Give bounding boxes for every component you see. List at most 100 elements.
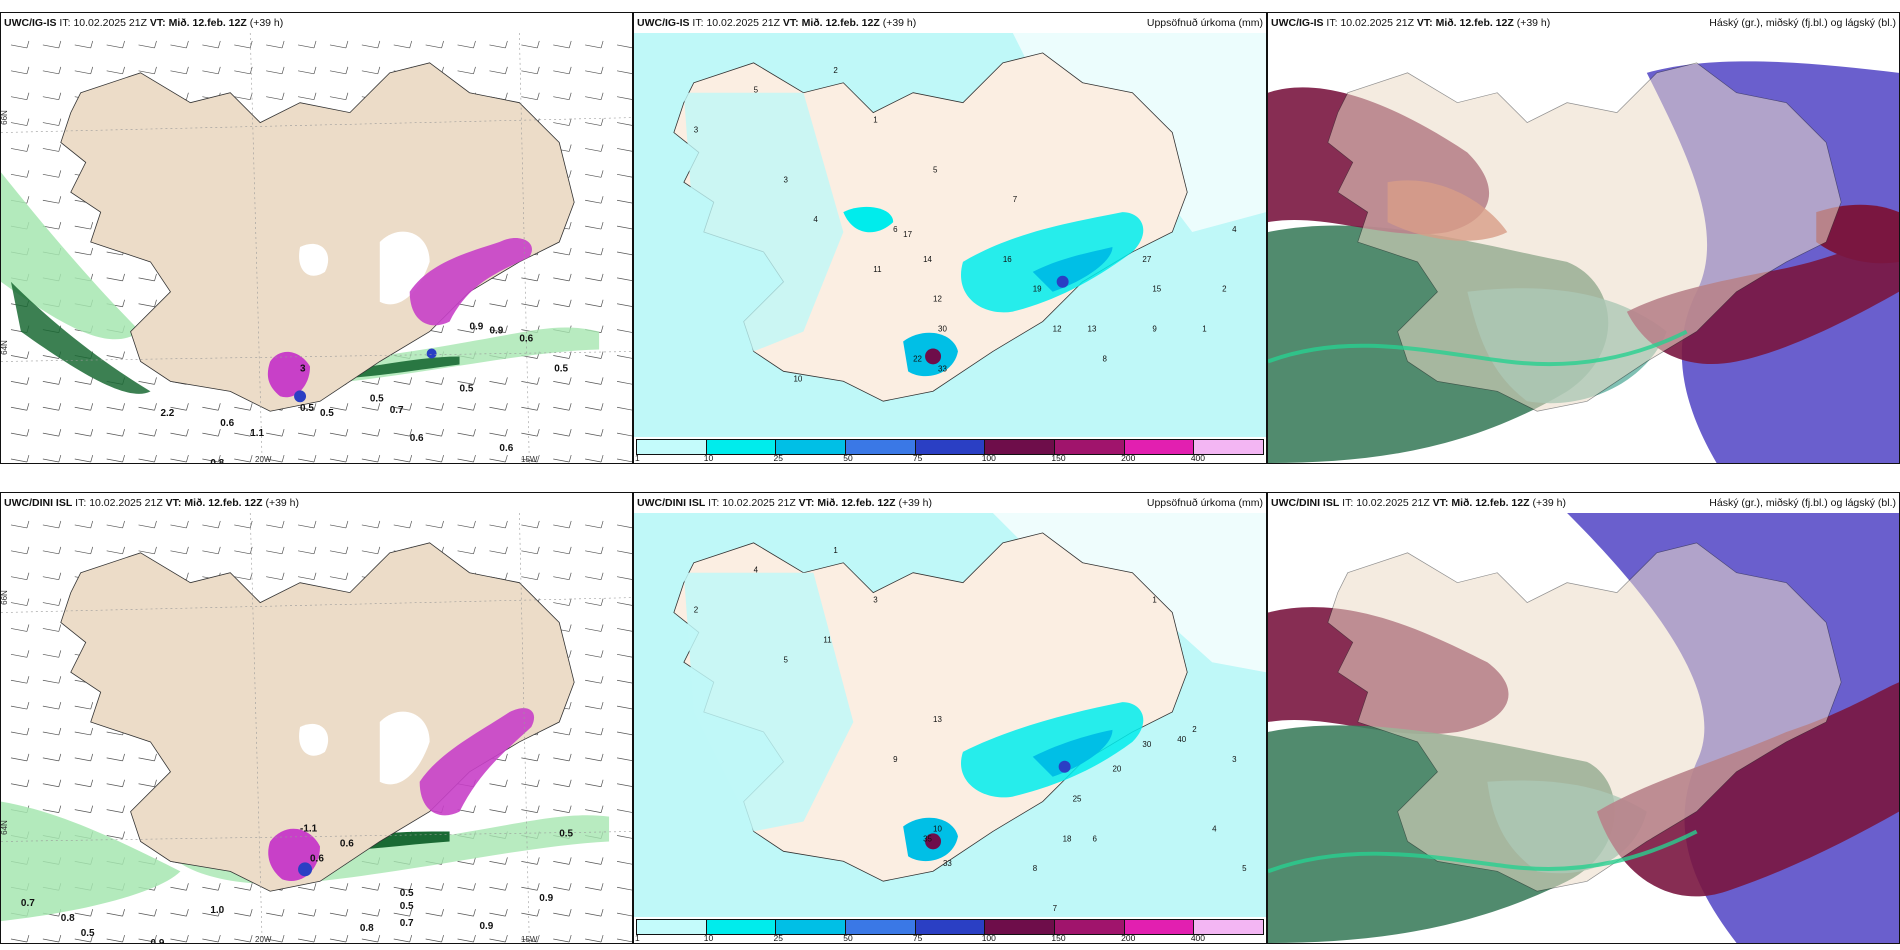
lead-time: (+39 h) [249, 17, 284, 29]
value-label: 1.1 [250, 428, 264, 439]
colorbar-boxes [636, 439, 1264, 455]
it-value: 10.02.2025 21Z [722, 497, 796, 509]
wind-barb [266, 66, 285, 75]
wind-barb [106, 753, 125, 762]
vt-value: Mið. 12.feb. 12Z [801, 17, 880, 29]
wind-barb [234, 546, 253, 555]
value-label: 0.5 [559, 829, 573, 840]
wind-barb [234, 520, 253, 529]
wind-barb [553, 92, 572, 101]
iceland-land [1327, 542, 1842, 892]
wind-barb [616, 225, 632, 230]
wind-barb [297, 429, 317, 437]
value-label: 0.9 [489, 326, 503, 337]
value-label: 10 [933, 824, 942, 833]
value-label: 1 [1202, 325, 1207, 334]
wind-barb [170, 429, 189, 437]
wind-barb [457, 934, 476, 943]
wind-barb [425, 883, 444, 891]
wind-barb [74, 779, 94, 788]
wind-barb [457, 403, 476, 411]
wind-barb [553, 299, 572, 308]
wind-barb [74, 934, 94, 943]
wind-barb [585, 403, 604, 411]
value-label: 13 [1088, 325, 1097, 334]
wind-barb [10, 429, 30, 437]
wind-barb [170, 909, 189, 917]
wind-barb [361, 66, 381, 75]
value-label: 1.0 [210, 905, 224, 916]
value-label: 25 [1073, 795, 1082, 804]
lon-label-20w: 20W [255, 455, 272, 464]
wind-barb [74, 247, 94, 256]
wind-barb [202, 883, 221, 891]
wind-barb [329, 403, 349, 411]
wind-barb [297, 934, 317, 943]
wind-barb [329, 546, 349, 555]
colorbar-swatch [776, 920, 847, 934]
wind-barb [457, 883, 476, 891]
wind-barb [42, 454, 62, 463]
wind-barb [521, 909, 540, 917]
wind-barb [138, 753, 157, 762]
wind-barb [489, 805, 508, 813]
wind-value-labels: 3 0.9 0.9 0.5 0.5 0.6 0.5 0.6 0.8 1.1 0.5 0.7 2.2 0.6… [160, 322, 568, 463]
wind-barb [234, 454, 253, 463]
wind-barb [553, 403, 572, 411]
wind-barb [106, 805, 125, 813]
wind-barb [10, 753, 30, 762]
wind-barb [42, 572, 62, 581]
value-label: 0.5 [460, 383, 474, 394]
value-label: 18 [1063, 834, 1072, 843]
wind-barb [521, 546, 540, 555]
wind-barb [457, 857, 476, 865]
wind-barb [74, 377, 94, 385]
wind-barb [234, 429, 253, 437]
wind-barb [106, 934, 125, 943]
wind-barb [457, 909, 476, 917]
cloud-maroon-se [1816, 204, 1899, 264]
wind-barb [106, 831, 125, 839]
value-label: 15 [1152, 285, 1161, 294]
value-label: 12 [1053, 325, 1062, 334]
it-value: 10.02.2025 21Z [73, 17, 147, 29]
wind-barb [489, 377, 508, 385]
precip-max-east [1058, 760, 1071, 773]
vt-value: Mið. 12.feb. 12Z [184, 497, 263, 509]
value-label: 4 [1232, 225, 1237, 234]
wind-barb [616, 731, 632, 736]
value-label: 5 [933, 165, 938, 174]
precip-west [683, 572, 854, 832]
value-label: 0.5 [554, 363, 568, 374]
colorbar-swatch [1055, 920, 1125, 934]
colorbar-tick: 1 [635, 933, 640, 943]
wind-barb [202, 546, 221, 555]
wind-barb [585, 247, 604, 256]
colorbar-tick: 400 [1190, 933, 1206, 943]
wind-barb [42, 429, 62, 437]
value-label: 22 [913, 354, 922, 363]
wind-barb [585, 454, 604, 463]
wind-barb [10, 66, 30, 75]
wind-barb [489, 40, 508, 49]
wind-barb [329, 572, 349, 581]
wind-barb [585, 650, 604, 658]
precip-max-south [925, 833, 942, 850]
wind-barb [42, 779, 62, 788]
wind-barb [425, 40, 444, 49]
wind-barb [585, 753, 604, 762]
colorbar-tick: 200 [1121, 933, 1136, 943]
wind-barb [616, 835, 632, 839]
precip-green-band-south-dark [329, 356, 460, 380]
wind-barb [329, 909, 349, 917]
vt-label: VT: [782, 17, 799, 29]
wind-barb [202, 403, 221, 411]
wind-barb [361, 546, 381, 555]
value-label: 0.9 [470, 322, 484, 333]
value-label: 0.9 [151, 938, 165, 943]
panel-wind-bottom: UWC/DINI ISL IT: 10.02.2025 21Z VT: Mið.… [0, 492, 633, 944]
iceland-land [60, 542, 575, 892]
value-label: 11 [873, 265, 882, 274]
wind-barb [361, 883, 381, 891]
